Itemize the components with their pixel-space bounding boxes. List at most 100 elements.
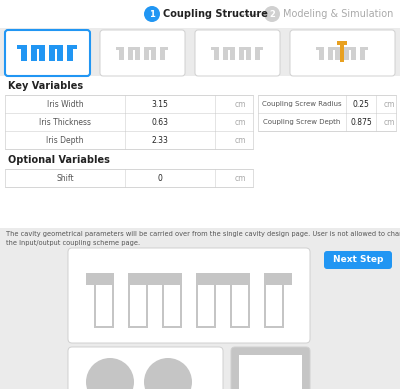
Bar [344, 47, 349, 60]
Bar [57, 45, 63, 61]
Bar [0, 0, 400, 28]
Bar [67, 45, 73, 61]
Bar [128, 47, 133, 60]
Text: 1: 1 [149, 9, 155, 19]
Text: Key Variables: Key Variables [8, 81, 83, 91]
Bar [17, 45, 27, 49]
Text: The cavity geometrical parameters will be carried over from the single cavity de: The cavity geometrical parameters will b… [6, 231, 400, 237]
Text: Modeling & Simulation: Modeling & Simulation [283, 9, 393, 19]
Bar [160, 47, 165, 60]
Bar [160, 47, 168, 50]
Bar [151, 47, 156, 60]
Text: cm: cm [234, 135, 246, 144]
Bar [243, 47, 251, 50]
Bar [319, 47, 324, 60]
Text: Iris Thickness: Iris Thickness [39, 117, 91, 126]
Text: 2: 2 [269, 9, 275, 19]
Text: Coupling Screw Depth: Coupling Screw Depth [263, 119, 341, 125]
Bar [258, 113, 396, 131]
Bar [264, 273, 284, 328]
Bar [196, 273, 216, 328]
Text: 2.33: 2.33 [152, 135, 168, 144]
Bar [49, 45, 55, 61]
Bar [67, 45, 77, 49]
Bar [5, 169, 253, 187]
Bar [164, 285, 180, 326]
Circle shape [86, 358, 134, 389]
Bar [31, 45, 37, 61]
Bar [223, 47, 231, 50]
Bar [255, 47, 263, 50]
Bar [230, 47, 235, 60]
Text: cm: cm [383, 100, 395, 109]
Bar [132, 47, 140, 50]
FancyBboxPatch shape [324, 251, 392, 269]
Bar [360, 47, 365, 60]
Bar [162, 273, 182, 328]
Bar [255, 47, 260, 60]
Bar [31, 45, 41, 49]
Text: cm: cm [234, 100, 246, 109]
Bar [135, 47, 140, 60]
FancyBboxPatch shape [5, 30, 90, 76]
Text: cm: cm [234, 173, 246, 182]
FancyBboxPatch shape [68, 248, 310, 343]
Bar [335, 47, 340, 60]
Bar [264, 273, 292, 285]
Text: the Input/output coupling scheme page.: the Input/output coupling scheme page. [6, 240, 140, 246]
Bar [96, 285, 112, 326]
Bar [5, 169, 253, 187]
Bar [211, 47, 219, 50]
Bar [223, 47, 228, 60]
Bar [340, 44, 344, 62]
Bar [328, 47, 336, 50]
Bar [332, 47, 340, 50]
FancyBboxPatch shape [290, 30, 395, 76]
FancyBboxPatch shape [195, 30, 280, 76]
Text: Shift: Shift [56, 173, 74, 182]
Bar [53, 45, 63, 49]
Circle shape [144, 6, 160, 22]
Bar [196, 273, 224, 285]
Bar [0, 76, 400, 228]
Bar [328, 47, 333, 60]
Bar [348, 47, 356, 50]
Text: Next Step: Next Step [333, 256, 383, 265]
Bar [239, 47, 244, 60]
Bar [130, 285, 146, 326]
Text: 0: 0 [158, 173, 162, 182]
Text: 3.15: 3.15 [152, 100, 168, 109]
Bar [230, 273, 250, 328]
Bar [154, 273, 182, 285]
Bar [86, 273, 114, 285]
Bar [144, 47, 152, 50]
Bar [266, 285, 282, 326]
Bar [316, 47, 324, 50]
Bar [246, 47, 251, 60]
Text: Optional Variables: Optional Variables [8, 155, 110, 165]
Bar [119, 47, 124, 60]
Text: cm: cm [383, 117, 395, 126]
Bar [198, 285, 214, 326]
Text: Coupling Screw Radius: Coupling Screw Radius [262, 101, 342, 107]
Text: cm: cm [234, 117, 246, 126]
Bar [258, 95, 396, 131]
Bar [239, 355, 302, 389]
Circle shape [144, 358, 192, 389]
Text: Coupling Structure: Coupling Structure [163, 9, 268, 19]
Bar [39, 45, 45, 61]
Text: 0.63: 0.63 [152, 117, 168, 126]
Bar [214, 47, 219, 60]
FancyBboxPatch shape [68, 347, 223, 389]
Bar [232, 285, 248, 326]
Bar [5, 95, 253, 149]
Bar [5, 95, 253, 113]
Text: Iris Width: Iris Width [47, 100, 83, 109]
Bar [35, 45, 45, 49]
Bar [21, 45, 27, 61]
Bar [128, 273, 148, 328]
Bar [337, 41, 347, 45]
Text: 0.875: 0.875 [350, 117, 372, 126]
Bar [222, 273, 250, 285]
Circle shape [264, 6, 280, 22]
